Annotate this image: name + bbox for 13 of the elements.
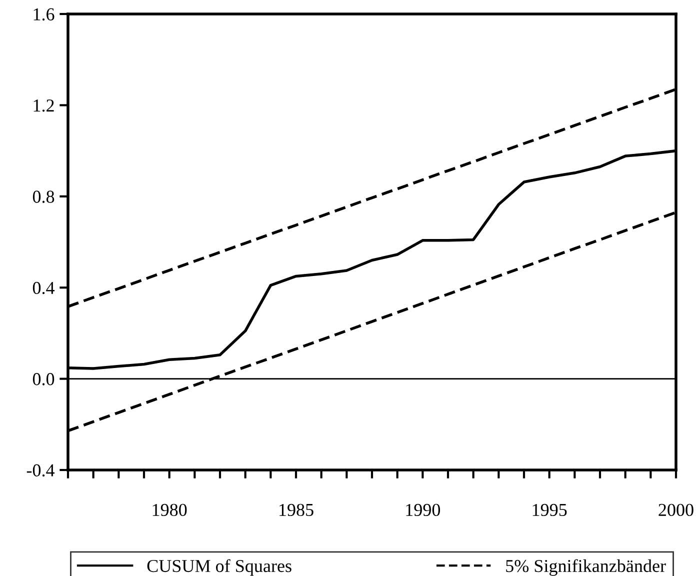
x-tick-label: 2000 [658,504,694,516]
y-tick-label: -0.4 [26,464,55,477]
y-tick-label: 0.0 [32,373,54,386]
x-tick-label: 1985 [280,504,314,516]
x-tick-label: 1980 [152,504,187,516]
x-tick-label: 1995 [532,504,567,516]
y-tick-label: 1.2 [34,100,54,112]
legend-label: 5% Signifikanzbänder [506,559,666,576]
legend-label: CUSUM of Squares [147,559,292,576]
x-tick-label: 1990 [406,504,440,516]
y-tick-label: 0.8 [32,190,54,203]
y-tick-label: 0.4 [32,282,55,294]
y-tick-label: 1.6 [34,8,54,21]
